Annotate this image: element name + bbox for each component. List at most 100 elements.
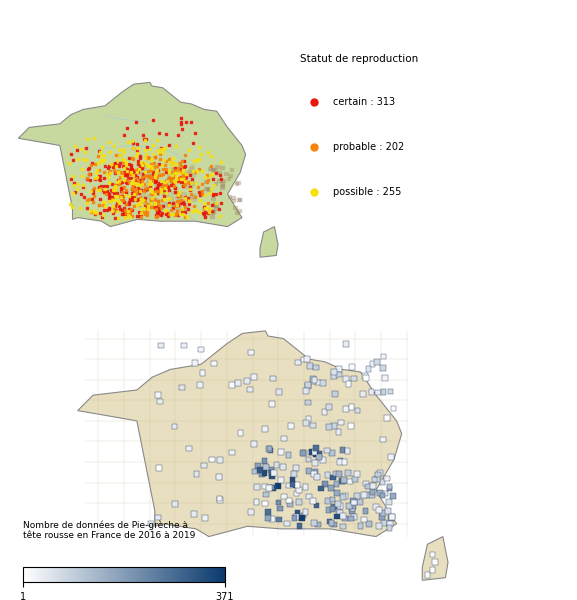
Point	[181, 179, 190, 188]
Point	[108, 195, 117, 205]
Point	[203, 177, 212, 187]
Point	[113, 155, 122, 165]
Point	[136, 209, 145, 218]
Point	[121, 212, 130, 222]
Point	[94, 184, 103, 193]
Bar	[247, 387, 253, 392]
Point	[89, 188, 98, 198]
Point	[140, 196, 149, 205]
Point	[147, 198, 156, 208]
Bar	[305, 416, 311, 422]
Bar	[228, 174, 232, 177]
Point	[83, 173, 92, 183]
Polygon shape	[78, 331, 402, 536]
Point	[192, 155, 201, 164]
Point	[211, 190, 220, 199]
Point	[114, 202, 123, 211]
Point	[100, 161, 110, 171]
Bar	[291, 471, 297, 476]
Point	[107, 160, 117, 169]
Point	[115, 172, 125, 181]
Point	[123, 208, 132, 217]
Point	[122, 208, 131, 218]
Point	[93, 152, 103, 161]
Point	[181, 212, 190, 221]
Bar	[211, 211, 214, 214]
Point	[66, 149, 76, 158]
Bar	[235, 211, 239, 214]
Point	[83, 175, 92, 184]
Bar	[207, 188, 210, 191]
Point	[102, 187, 111, 196]
Point	[132, 146, 141, 156]
Point	[119, 130, 128, 140]
Point	[171, 174, 181, 184]
Bar	[172, 202, 176, 205]
Bar	[265, 509, 271, 515]
Bar	[254, 499, 259, 505]
Bar	[212, 203, 216, 206]
Point	[122, 199, 131, 209]
Point	[128, 205, 137, 215]
Bar	[340, 524, 346, 529]
Point	[141, 153, 151, 163]
Bar	[321, 409, 327, 415]
Point	[65, 199, 74, 209]
Point	[140, 209, 149, 219]
Point	[122, 170, 131, 180]
Point	[118, 196, 128, 205]
Bar	[171, 203, 175, 207]
Bar	[387, 486, 392, 491]
Bar	[268, 467, 273, 473]
Point	[112, 206, 121, 216]
Point	[178, 174, 187, 184]
Bar	[237, 181, 240, 184]
Point	[115, 161, 124, 171]
Bar	[331, 373, 337, 379]
Point	[105, 179, 114, 188]
Bar	[190, 165, 194, 169]
Point	[162, 156, 171, 166]
Point	[99, 181, 108, 191]
Point	[137, 163, 146, 172]
Point	[171, 168, 181, 178]
Point	[198, 208, 208, 218]
Point	[158, 164, 167, 174]
Point	[107, 186, 117, 196]
Bar	[324, 448, 329, 453]
Bar	[232, 199, 235, 202]
Point	[69, 188, 78, 198]
Bar	[391, 493, 396, 499]
Point	[151, 167, 160, 176]
Point	[154, 206, 163, 216]
Point	[201, 207, 210, 217]
Point	[156, 145, 166, 154]
Point	[177, 204, 186, 214]
Point	[110, 195, 119, 205]
Point	[106, 192, 115, 202]
Point	[100, 184, 110, 194]
Point	[117, 205, 126, 215]
Bar	[352, 476, 358, 482]
Bar	[141, 193, 145, 196]
Point	[77, 164, 87, 174]
Point	[91, 160, 100, 169]
Bar	[304, 420, 309, 426]
Point	[121, 213, 130, 223]
Point	[95, 165, 104, 175]
Point	[173, 190, 182, 200]
Point	[90, 209, 99, 219]
Point	[168, 154, 178, 163]
Point	[147, 165, 156, 175]
Bar	[384, 415, 390, 421]
Point	[215, 170, 224, 180]
Point	[151, 199, 160, 208]
Point	[200, 212, 209, 221]
Point	[142, 149, 151, 158]
Bar	[329, 497, 335, 502]
Point	[162, 181, 171, 191]
Point	[131, 189, 140, 199]
Point	[110, 185, 119, 194]
Bar	[336, 472, 342, 477]
Point	[149, 162, 159, 172]
